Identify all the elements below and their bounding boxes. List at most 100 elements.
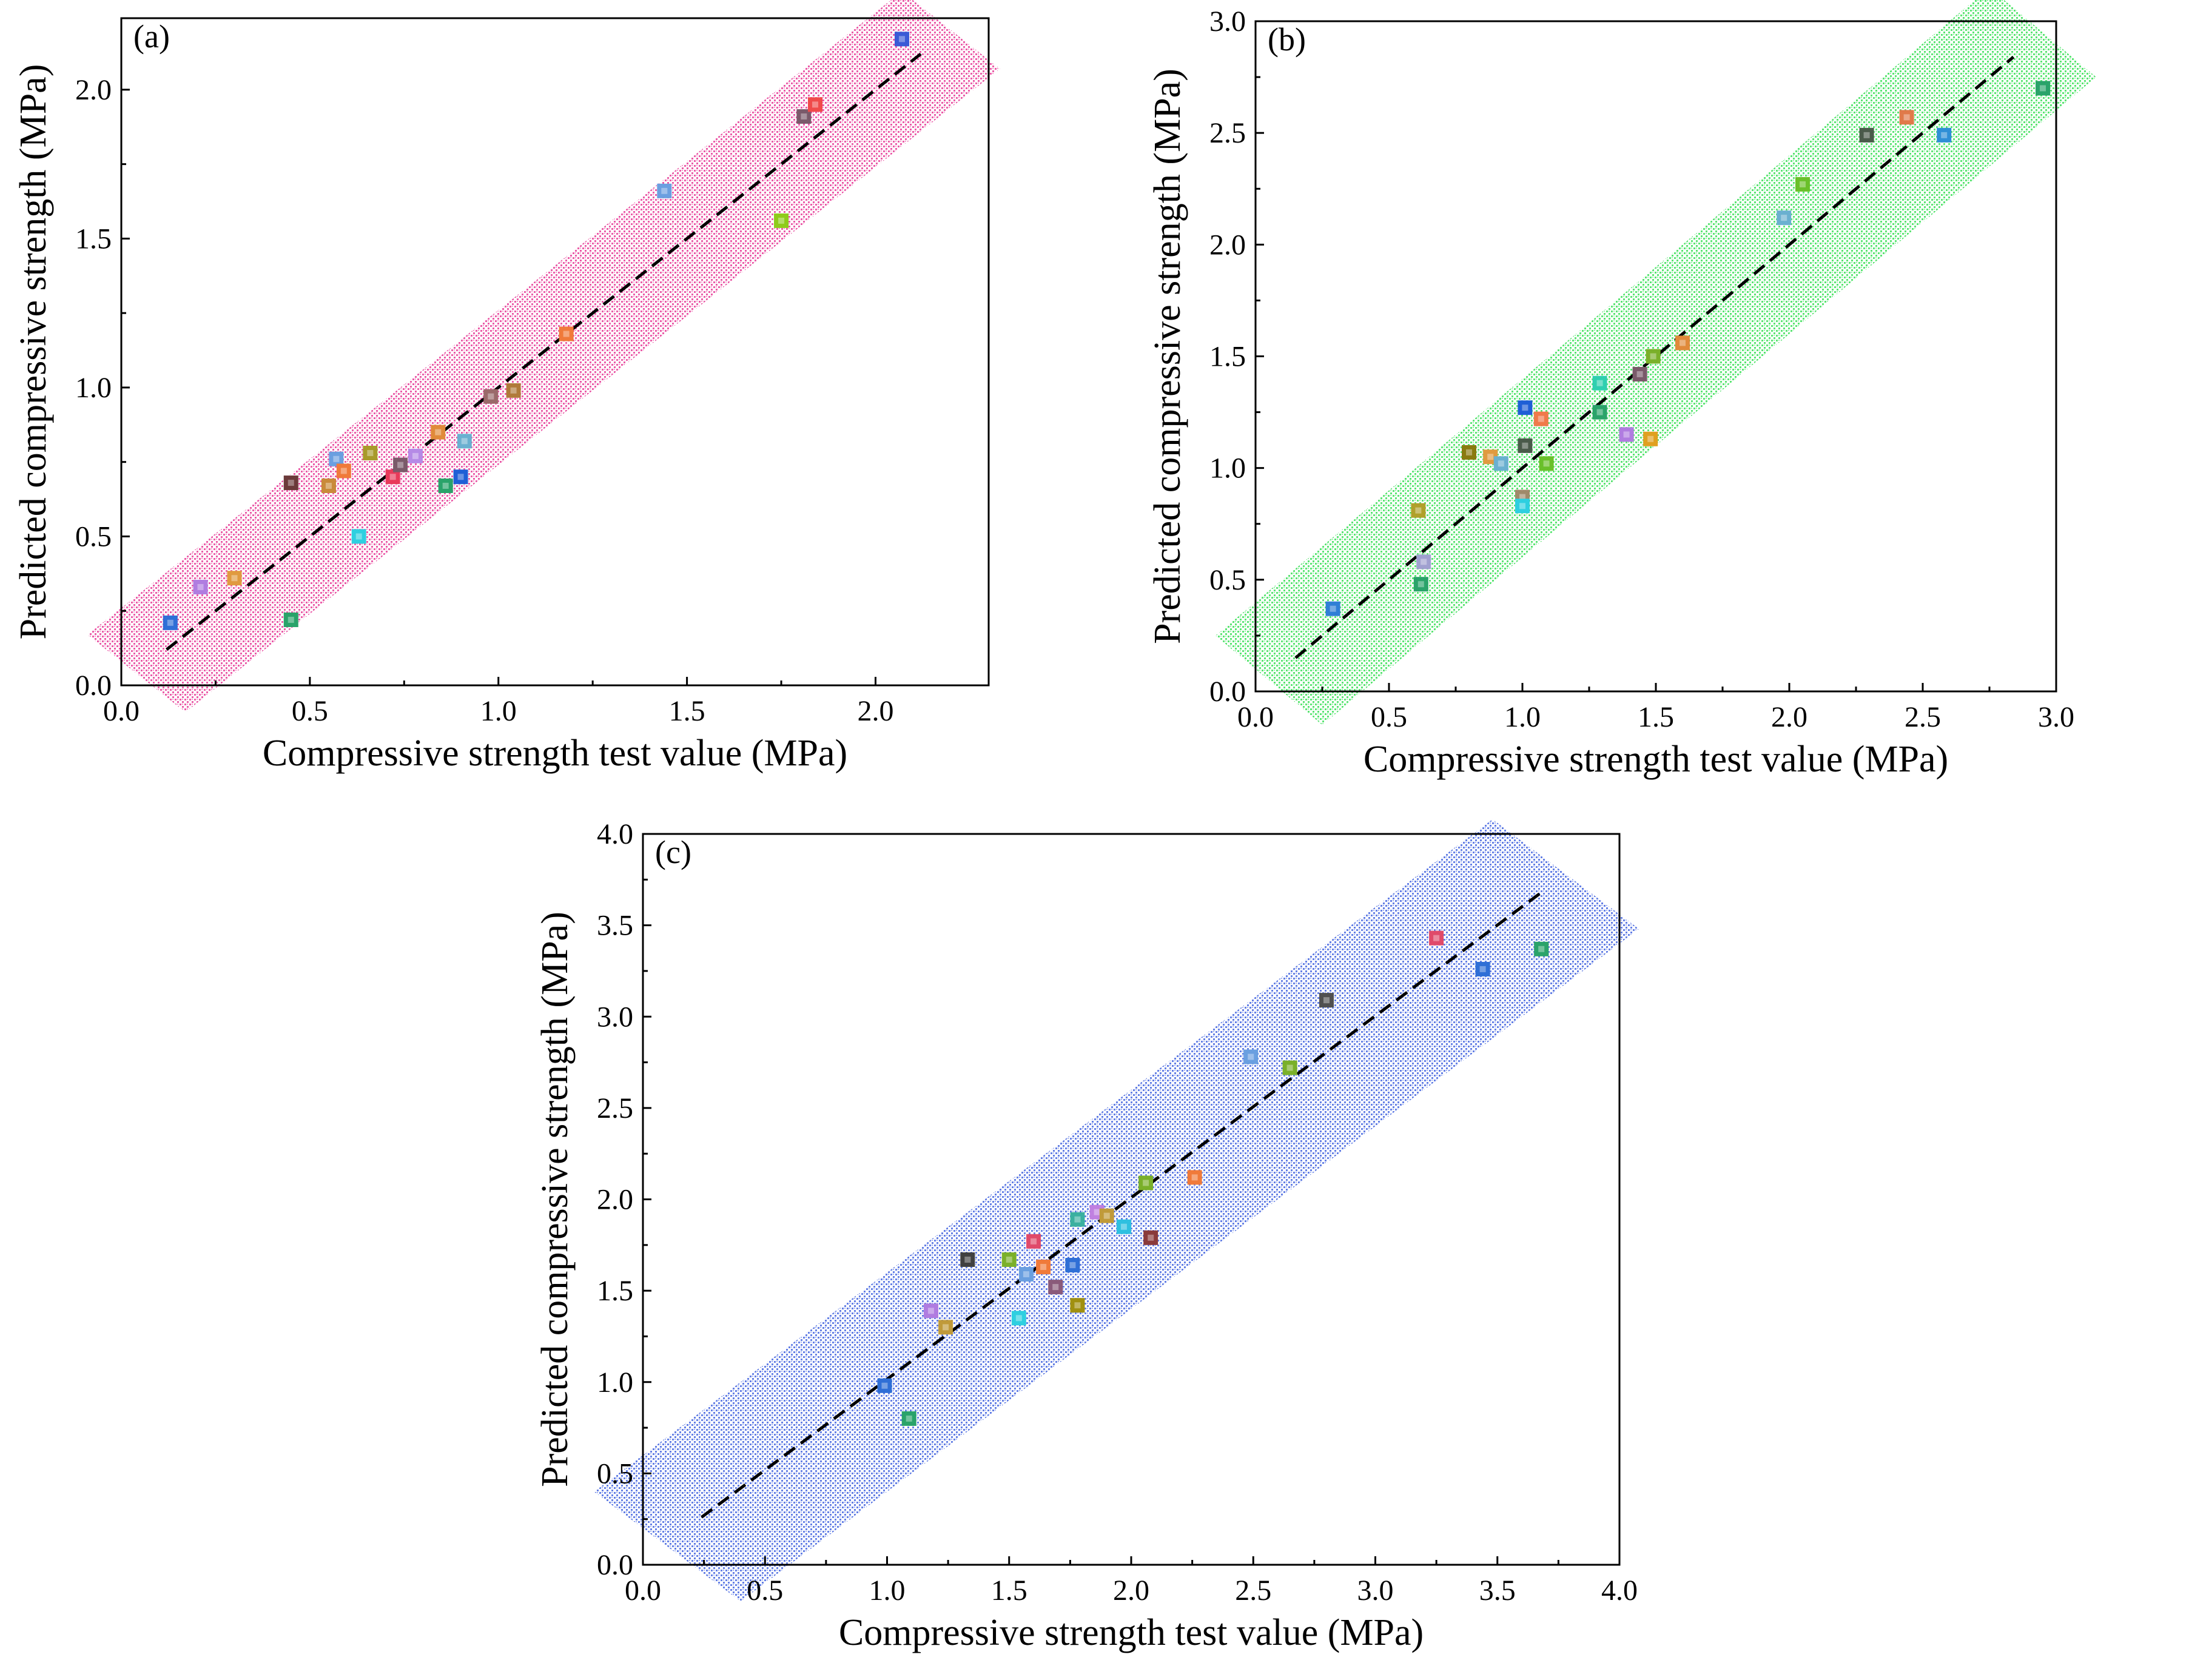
data-point bbox=[408, 448, 423, 463]
data-point-highlight bbox=[412, 452, 419, 459]
data-point-highlight bbox=[1596, 409, 1603, 415]
data-point-highlight bbox=[510, 387, 517, 394]
data-point bbox=[895, 32, 909, 47]
y-tick-label: 3.5 bbox=[597, 910, 633, 942]
data-point-highlight bbox=[1120, 1223, 1127, 1230]
y-tick-label: 2.0 bbox=[597, 1184, 633, 1216]
data-point bbox=[283, 612, 298, 627]
data-point-marker bbox=[901, 1411, 916, 1426]
x-tick-label: 2.0 bbox=[1113, 1574, 1149, 1607]
data-point-marker bbox=[1643, 431, 1658, 446]
data-point-highlight bbox=[943, 1324, 949, 1331]
data-point-highlight bbox=[812, 101, 818, 108]
data-point-highlight bbox=[1417, 581, 1424, 588]
data-point-highlight bbox=[389, 474, 396, 480]
data-point bbox=[1048, 1280, 1063, 1295]
panel-label: (c) bbox=[655, 834, 691, 870]
data-point-highlight bbox=[1069, 1262, 1076, 1268]
data-point bbox=[1859, 127, 1874, 143]
y-tick-label: 3.0 bbox=[597, 1001, 633, 1033]
data-point-highlight bbox=[1103, 1212, 1110, 1219]
data-point-marker bbox=[1859, 127, 1874, 143]
chart-panel-a: 0.0 0.5 1.0 1.5 2.0 0.0 0.5 1.0 1.5 2.0 Compressiv… bbox=[13, 0, 1000, 774]
data-point-highlight bbox=[287, 616, 294, 623]
data-point-marker bbox=[193, 579, 208, 594]
data-point-marker bbox=[336, 463, 351, 479]
data-point bbox=[393, 457, 408, 472]
data-point-marker bbox=[1534, 941, 1549, 956]
data-point-marker bbox=[1592, 405, 1607, 420]
y-tick-label: 4.0 bbox=[597, 818, 633, 850]
data-point bbox=[1138, 1175, 1154, 1191]
plot-frame bbox=[120, 17, 990, 687]
data-point-highlight bbox=[1074, 1302, 1081, 1309]
x-tick-label: 2.0 bbox=[1771, 701, 1807, 733]
data-point-marker bbox=[1937, 127, 1952, 143]
y-tick-label: 0.0 bbox=[597, 1549, 633, 1581]
x-tick-label: 0.5 bbox=[1371, 701, 1407, 733]
data-point-marker bbox=[1518, 400, 1533, 415]
data-point-marker bbox=[1539, 456, 1554, 471]
data-point bbox=[923, 1303, 938, 1319]
x-tick-label: 3.5 bbox=[1479, 1574, 1516, 1607]
data-point bbox=[1143, 1230, 1158, 1245]
data-point-marker bbox=[453, 469, 468, 485]
data-point-marker bbox=[393, 457, 408, 472]
data-point bbox=[1001, 1252, 1017, 1267]
data-point-highlight bbox=[964, 1256, 971, 1263]
panel-label: (b) bbox=[1268, 21, 1306, 58]
y-tick-label: 0.0 bbox=[75, 670, 112, 702]
data-point bbox=[1675, 335, 1690, 351]
data-point-marker bbox=[1036, 1259, 1051, 1274]
y-axis-label: Predicted compressive strength (MPa) bbox=[13, 64, 54, 640]
data-point bbox=[1592, 375, 1607, 391]
x-tick-label: 0.5 bbox=[747, 1574, 783, 1607]
data-point bbox=[960, 1252, 975, 1267]
x-axis-label: Compressive strength test value (MPa) bbox=[263, 733, 847, 774]
data-point-marker bbox=[483, 389, 499, 404]
y-tick-label: 2.0 bbox=[1209, 229, 1246, 261]
data-point bbox=[877, 1378, 892, 1393]
data-point-highlight bbox=[1479, 966, 1486, 972]
data-point-highlight bbox=[1074, 1216, 1081, 1223]
data-point-marker bbox=[1243, 1049, 1259, 1064]
data-point-marker bbox=[363, 445, 378, 460]
data-point-highlight bbox=[442, 482, 449, 489]
data-point bbox=[483, 389, 499, 404]
data-point bbox=[438, 478, 453, 493]
data-point bbox=[1429, 930, 1444, 946]
data-point bbox=[1036, 1259, 1051, 1274]
data-point-marker bbox=[1116, 1219, 1131, 1234]
data-point-marker bbox=[431, 425, 446, 440]
data-point-marker bbox=[895, 32, 909, 47]
data-point bbox=[1411, 503, 1426, 518]
data-point-highlight bbox=[1522, 405, 1528, 411]
x-tick-label: 2.5 bbox=[1905, 701, 1941, 733]
data-point bbox=[938, 1320, 953, 1335]
data-point-highlight bbox=[461, 438, 468, 445]
data-point bbox=[1515, 499, 1530, 514]
x-tick-label: 1.0 bbox=[480, 695, 517, 727]
x-tick-label: 1.0 bbox=[869, 1574, 906, 1607]
data-point-highlight bbox=[1781, 215, 1787, 221]
fit-line bbox=[701, 891, 1542, 1519]
data-point-highlight bbox=[1623, 431, 1630, 438]
data-point bbox=[1592, 405, 1607, 420]
data-point-highlight bbox=[197, 583, 204, 590]
data-point-marker bbox=[1018, 1267, 1034, 1282]
data-point-marker bbox=[1632, 366, 1647, 381]
y-tick-label: 1.0 bbox=[1209, 452, 1246, 485]
data-point-marker bbox=[774, 213, 789, 228]
data-point-highlight bbox=[1094, 1209, 1100, 1215]
data-point-highlight bbox=[1286, 1064, 1293, 1071]
data-point bbox=[1099, 1208, 1114, 1223]
data-point-highlight bbox=[1466, 449, 1472, 455]
data-point bbox=[1018, 1267, 1034, 1282]
data-point-highlight bbox=[1031, 1238, 1037, 1245]
data-point-highlight bbox=[1903, 114, 1910, 121]
x-tick-label: 4.0 bbox=[1601, 1574, 1638, 1607]
data-point-highlight bbox=[435, 429, 442, 435]
data-point-marker bbox=[657, 183, 672, 198]
data-point-highlight bbox=[1543, 460, 1550, 467]
data-point-highlight bbox=[778, 217, 785, 224]
